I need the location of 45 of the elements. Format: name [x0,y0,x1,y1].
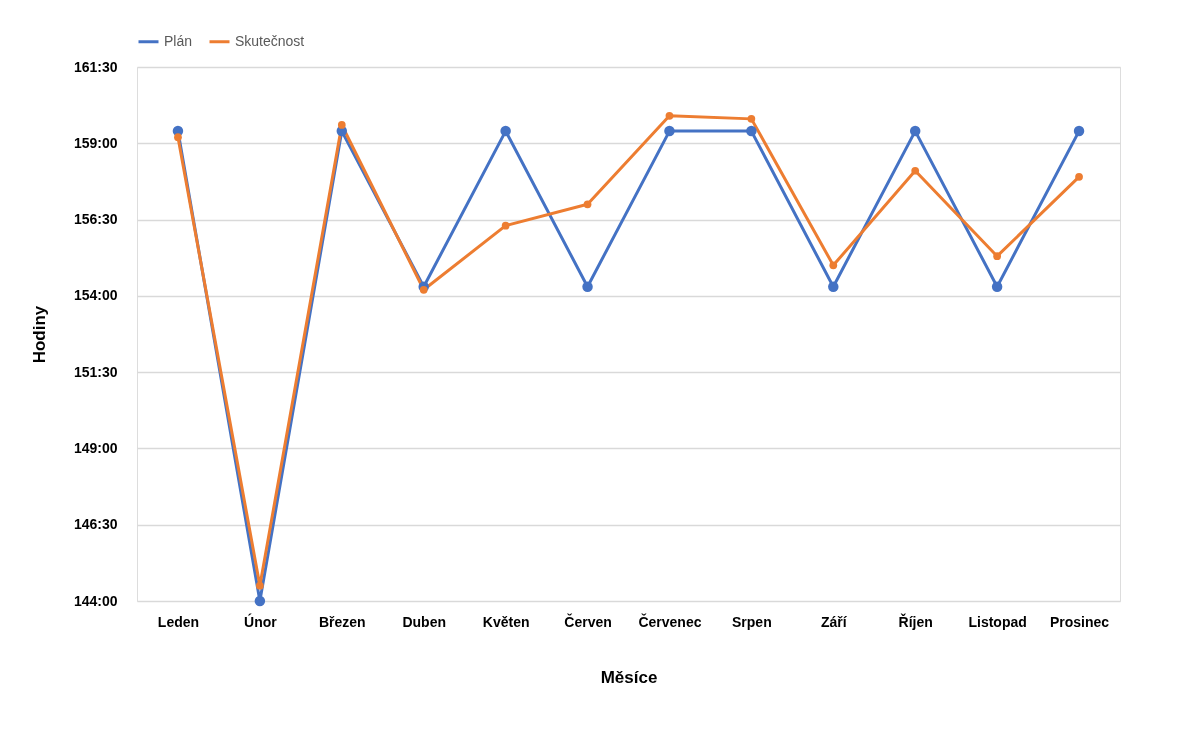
point [419,285,428,294]
x-axis-title: Měsíce [600,667,658,687]
y-tick-label: 159:00 [73,134,118,151]
x-tick-label: Květen [482,613,530,630]
x-tick-label: Září [820,613,848,630]
y-axis-title: Hodiny [29,305,49,364]
x-tick-label: Červenec [638,612,702,630]
point [829,261,838,270]
point [911,166,920,175]
x-tick-label: Prosinec [1049,613,1110,630]
point [500,125,511,137]
x-tick-label: Červen [564,612,612,630]
point [256,581,264,590]
x-tick-label: Srpen [732,613,772,630]
y-tick-label: 146:30 [73,516,118,533]
point [582,281,593,292]
point [664,125,675,137]
legend-label: Skutečnost [235,32,305,49]
x-tick-label: Únor [244,612,278,630]
point [991,281,1003,292]
y-tick-label: 156:30 [73,211,118,228]
point [665,111,674,120]
y-tick-label: 144:00 [73,592,118,609]
x-tick-label: Březen [318,613,366,630]
point [337,121,346,129]
point [909,125,921,137]
point [174,133,182,142]
point [746,125,757,137]
y-tick-label: 154:00 [73,287,118,304]
x-tick-label: Říjen [898,612,933,630]
point [1075,172,1083,181]
point [828,281,839,292]
point [1073,125,1085,137]
point [747,115,756,123]
legend-label: Plán [164,32,193,49]
y-tick-label: 149:00 [73,439,118,456]
point [254,595,266,607]
point [993,252,1001,261]
point [583,200,592,209]
point [501,221,510,230]
x-tick-label: Leden [157,613,200,630]
y-tick-label: 151:30 [73,363,118,380]
y-tick-label: 161:30 [73,58,118,75]
x-tick-label: Listopad [968,613,1027,630]
x-tick-label: Duben [402,613,446,630]
